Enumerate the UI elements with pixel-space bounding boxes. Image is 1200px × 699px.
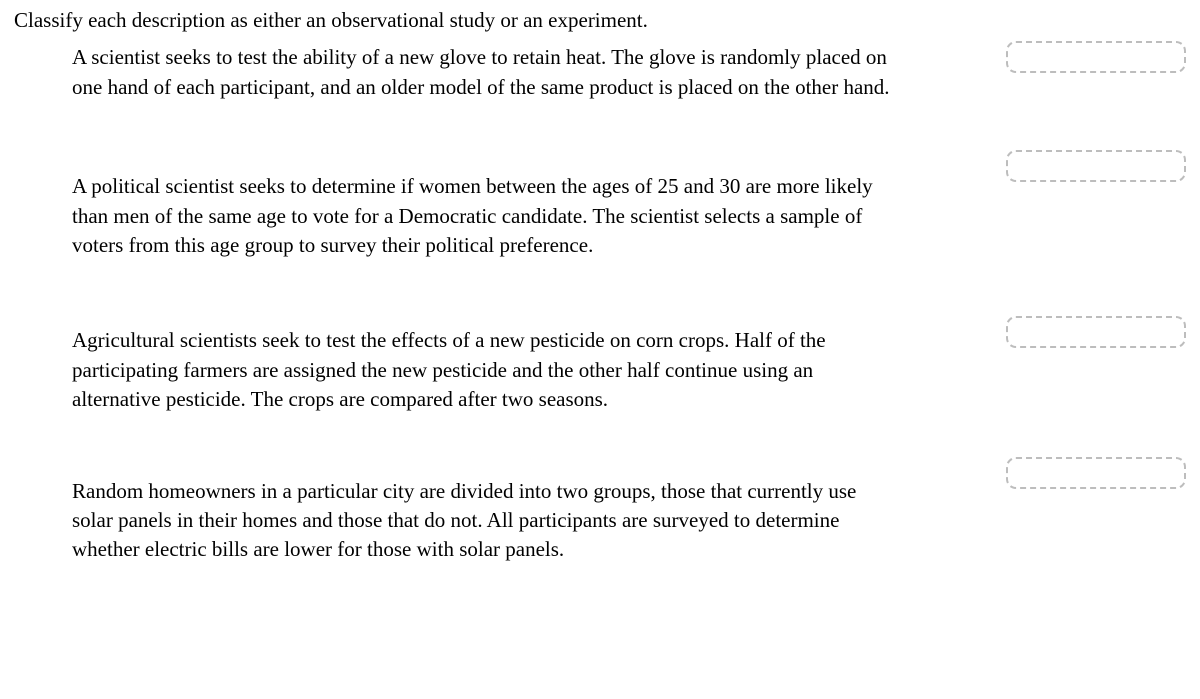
- answer-dropzone[interactable]: [1006, 41, 1186, 73]
- answer-dropzone[interactable]: [1006, 316, 1186, 348]
- question-item: A scientist seeks to test the ability of…: [72, 43, 1186, 102]
- item-description: Random homeowners in a particular city a…: [72, 477, 914, 565]
- answer-slot-wrap: [914, 326, 1186, 348]
- answer-slot-wrap: [914, 477, 1186, 489]
- answer-slot-wrap: [914, 43, 1186, 73]
- item-description: Agricultural scientists seek to test the…: [72, 326, 914, 414]
- question-item: A political scientist seeks to determine…: [72, 172, 1186, 260]
- answer-slot-wrap: [914, 172, 1186, 182]
- question-prompt: Classify each description as either an o…: [14, 6, 1186, 35]
- answer-dropzone[interactable]: [1006, 150, 1186, 182]
- answer-dropzone[interactable]: [1006, 457, 1186, 489]
- question-item: Agricultural scientists seek to test the…: [72, 326, 1186, 414]
- item-description: A scientist seeks to test the ability of…: [72, 43, 914, 102]
- question-item: Random homeowners in a particular city a…: [72, 477, 1186, 565]
- question-page: Classify each description as either an o…: [0, 0, 1200, 585]
- item-description: A political scientist seeks to determine…: [72, 172, 914, 260]
- question-items: A scientist seeks to test the ability of…: [14, 43, 1186, 564]
